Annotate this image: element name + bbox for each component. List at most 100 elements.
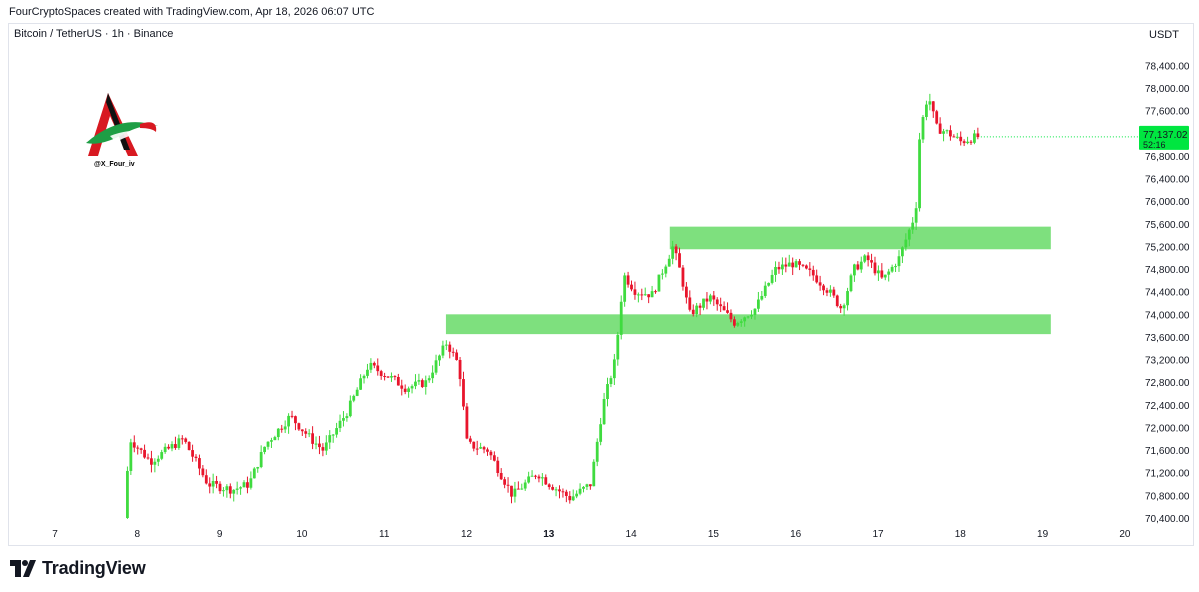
candle-body-82 [407,388,411,392]
candle-body-45 [280,428,284,430]
candle-body-61 [335,428,339,435]
candle-body-129 [568,495,572,501]
candle-body-94 [448,344,452,352]
candle-body-153 [650,291,654,298]
candle-body-30 [228,486,232,494]
candle-body-97 [458,359,462,380]
candle-body-55 [314,443,318,445]
candle-body-208 [839,306,843,309]
candle-body-119 [534,475,537,477]
candle-body-162 [681,267,685,287]
candle-body-213 [856,264,860,270]
candle-body-99 [465,406,469,439]
candle-body-155 [657,274,661,292]
candle-body-137 [595,441,599,462]
chart-attribution: FourCryptoSpaces created with TradingVie… [9,6,375,18]
candle-body-66 [352,395,356,401]
candle-body-111 [506,484,510,486]
candle-body-37 [252,468,256,479]
candle-body-241 [952,136,956,138]
candle-body-244 [962,141,966,144]
candle-body-135 [588,484,592,487]
candle-body-203 [822,285,825,291]
currency-label: USDT [1149,29,1179,41]
candle-body-166 [695,305,699,315]
candle-body-34 [242,482,246,488]
candle-body-18 [187,441,191,451]
x-tick-label: 8 [135,529,141,540]
candle-body-2 [132,442,136,448]
x-tick-label: 14 [626,529,638,540]
candle-body-3 [136,447,140,449]
tradingview-brand[interactable]: TradingView [10,558,146,579]
candle-body-40 [263,446,266,453]
y-tick-label: 71,200.00 [1145,469,1190,480]
candle-body-33 [239,487,242,489]
candle-body-67 [355,389,359,396]
candle-body-27 [218,483,222,492]
candle-body-12 [167,446,170,449]
candle-body-225 [897,256,901,267]
candle-body-221 [883,274,887,278]
candle-body-5 [143,449,146,458]
candle-body-204 [825,290,829,293]
candle-body-76 [386,376,390,378]
candle-body-226 [901,247,904,257]
candle-body-98 [462,379,465,407]
candle-body-114 [516,488,520,490]
candle-body-216 [866,255,870,261]
candle-body-109 [499,472,503,480]
candle-body-43 [273,437,277,441]
candle-body-8 [153,461,157,465]
candle-body-159 [671,246,675,259]
candle-body-227 [904,239,908,248]
candle-body-157 [664,266,668,274]
candle-body-6 [146,457,150,459]
zone-1 [669,226,1051,250]
candle-body-47 [287,415,290,427]
candle-body-128 [564,491,568,496]
x-tick-label: 7 [52,529,58,540]
candle-body-156 [660,273,664,275]
candle-body-236 [935,111,939,124]
candle-body-113 [513,488,517,497]
price-badge-countdown: 52:16 [1143,140,1166,150]
candle-body-154 [654,291,657,293]
candle-body-64 [345,416,349,419]
candle-body-105 [486,449,489,452]
candle-body-16 [180,438,184,440]
candle-body-126 [558,489,561,492]
candle-body-202 [818,282,822,286]
candle-body-234 [928,101,932,105]
brand-name: TradingView [42,558,146,578]
candle-body-78 [393,376,397,378]
candle-body-72 [372,362,376,366]
candle-body-1 [129,442,133,471]
candle-body-163 [684,286,688,298]
watermark-logo [80,88,170,178]
candle-body-59 [328,435,332,443]
candle-body-53 [307,433,311,435]
x-tick-label: 12 [461,529,473,540]
candle-body-70 [366,369,369,376]
candle-body-19 [191,450,194,457]
candle-body-96 [455,352,459,360]
candle-body-7 [150,458,153,465]
candle-body-121 [540,477,544,479]
candle-body-110 [503,479,507,485]
candle-body-146 [626,275,630,285]
y-tick-label: 74,000.00 [1145,310,1190,321]
candle-body-176 [729,312,733,320]
candle-body-186 [763,285,767,296]
y-tick-label: 77,600.00 [1145,107,1190,118]
candle-body-136 [592,461,596,487]
candle-body-84 [414,381,417,387]
candle-body-167 [698,305,702,308]
candle-body-117 [527,476,531,483]
candle-body-174 [722,306,726,311]
candle-body-74 [379,371,383,377]
candle-body-123 [547,484,551,488]
candle-body-160 [674,246,678,254]
